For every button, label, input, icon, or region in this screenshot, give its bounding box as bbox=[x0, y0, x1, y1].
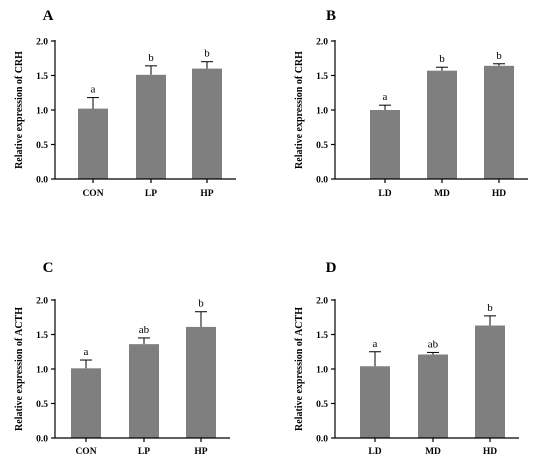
x-tick-label: LP bbox=[138, 447, 150, 457]
y-tick-label: 2.0 bbox=[316, 38, 328, 48]
bar-lp bbox=[136, 74, 166, 179]
significance-label: ab bbox=[428, 338, 439, 350]
y-tick-label: 2.0 bbox=[36, 297, 48, 307]
x-tick-label: CON bbox=[82, 189, 103, 199]
significance-label: b bbox=[496, 50, 502, 62]
y-tick-label: 0.5 bbox=[316, 141, 328, 151]
significance-label: a bbox=[91, 84, 96, 96]
y-tick-label: 0.0 bbox=[36, 176, 48, 186]
bar-con bbox=[78, 108, 108, 179]
bar-hp bbox=[192, 68, 222, 179]
significance-label: b bbox=[487, 302, 493, 314]
x-tick-label: HP bbox=[200, 189, 213, 199]
significance-label: b bbox=[204, 48, 210, 60]
panel-letter: D bbox=[326, 260, 337, 276]
y-tick-label: 1.5 bbox=[36, 72, 48, 82]
significance-label: b bbox=[439, 53, 445, 65]
x-tick-label: LD bbox=[368, 447, 381, 457]
y-tick-label: 0.5 bbox=[316, 400, 328, 410]
panel-letter: B bbox=[326, 8, 336, 24]
y-tick-label: 0.0 bbox=[36, 435, 48, 445]
y-tick-label: 0.0 bbox=[316, 435, 328, 445]
y-tick-label: 1.0 bbox=[316, 366, 328, 376]
y-tick-label: 1.0 bbox=[316, 107, 328, 117]
y-tick-label: 0.5 bbox=[36, 400, 48, 410]
bar-hd bbox=[484, 65, 514, 179]
y-tick-label: 2.0 bbox=[36, 38, 48, 48]
x-tick-label: HD bbox=[492, 189, 506, 199]
bar-md bbox=[427, 70, 457, 179]
y-tick-label: 2.0 bbox=[316, 297, 328, 307]
significance-label: a bbox=[373, 338, 378, 350]
bar-lp bbox=[129, 344, 159, 438]
y-axis-title: Relative expression of ACTH bbox=[294, 307, 305, 431]
x-tick-label: CON bbox=[75, 447, 96, 457]
x-tick-label: HP bbox=[194, 447, 207, 457]
bar-ld bbox=[360, 366, 390, 438]
y-axis-title: Relative expression of CRH bbox=[14, 51, 25, 169]
significance-label: a bbox=[383, 91, 388, 103]
y-axis-title: Relative expression of CRH bbox=[294, 51, 305, 169]
significance-label: b bbox=[198, 298, 204, 310]
panel-letter: C bbox=[43, 260, 54, 276]
y-tick-label: 0.5 bbox=[36, 141, 48, 151]
x-tick-label: MD bbox=[434, 189, 450, 199]
x-tick-label: HD bbox=[483, 447, 497, 457]
chart-panel-b: B Relative expression of CRH a LD b MD b HD 0.0 0… bbox=[294, 8, 528, 199]
y-tick-label: 1.5 bbox=[36, 331, 48, 341]
chart-panel-d: D Relative expression of ACTH a LD ab MD b HD 0.… bbox=[294, 260, 519, 457]
panel-letter: A bbox=[43, 8, 54, 24]
chart-panel-c: C Relative expression of ACTH a CON ab LP b HP 0… bbox=[14, 260, 230, 457]
bar-ld bbox=[370, 110, 400, 179]
chart-panel-a: A Relative expression of CRH a CON b LP b HP 0.0… bbox=[14, 8, 236, 199]
y-tick-label: 1.0 bbox=[36, 107, 48, 117]
significance-label: a bbox=[84, 346, 89, 358]
y-axis-title: Relative expression of ACTH bbox=[14, 307, 25, 431]
bar-md bbox=[418, 354, 448, 438]
bar-hp bbox=[186, 326, 216, 438]
x-tick-label: MD bbox=[425, 447, 441, 457]
bar-con bbox=[71, 368, 101, 438]
x-tick-label: LP bbox=[145, 189, 157, 199]
x-tick-label: LD bbox=[378, 189, 391, 199]
y-tick-label: 1.5 bbox=[316, 72, 328, 82]
significance-label: ab bbox=[139, 324, 150, 336]
significance-label: b bbox=[148, 52, 154, 64]
y-tick-label: 0.0 bbox=[316, 176, 328, 186]
bar-hd bbox=[475, 325, 505, 438]
y-tick-label: 1.0 bbox=[36, 366, 48, 376]
y-tick-label: 1.5 bbox=[316, 331, 328, 341]
